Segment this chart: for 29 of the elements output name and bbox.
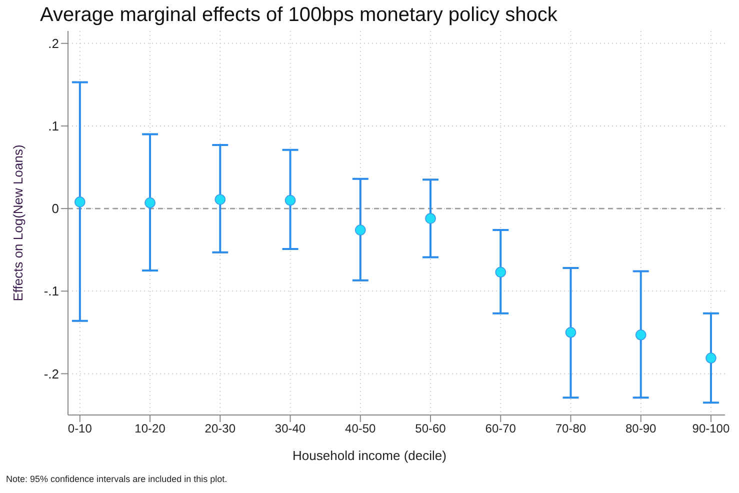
y-tick-label: 0 (52, 201, 59, 216)
point (565, 327, 576, 338)
x-tick-label: 70-80 (555, 422, 586, 436)
point (284, 194, 296, 206)
y-axis-title: Effects on Log(New Loans) (10, 144, 26, 302)
y-tick-label: .1 (48, 118, 59, 134)
point (495, 266, 506, 278)
point (635, 329, 646, 340)
chart-title: Average marginal effects of 100bps monetary policy shock (40, 4, 558, 27)
text: Note: 95% confidence intervals are included in this plot. (6, 474, 228, 484)
x-tick-label: 80-90 (626, 422, 657, 436)
point (354, 224, 366, 236)
point (144, 197, 156, 208)
x-tick-label: 50-60 (415, 422, 446, 436)
y-tick-label: -.2 (44, 366, 59, 382)
x-tick-label: 60-70 (485, 422, 516, 436)
x-tick-label: 0-10 (68, 422, 92, 436)
point (425, 213, 436, 224)
x-tick-label: 20-30 (204, 422, 236, 436)
point (214, 194, 226, 205)
y-tick-label: .2 (48, 36, 59, 51)
x-tick-label: 10-20 (134, 422, 166, 436)
x-tick-label: 90-100 (692, 422, 730, 436)
x-axis-title: Household income (decile) (292, 448, 448, 463)
point (706, 352, 716, 364)
point (74, 196, 86, 208)
y-tick-label: -.1 (44, 284, 59, 299)
x-tick-label: 40-50 (345, 422, 376, 436)
x-tick-label: 30-40 (274, 422, 306, 436)
